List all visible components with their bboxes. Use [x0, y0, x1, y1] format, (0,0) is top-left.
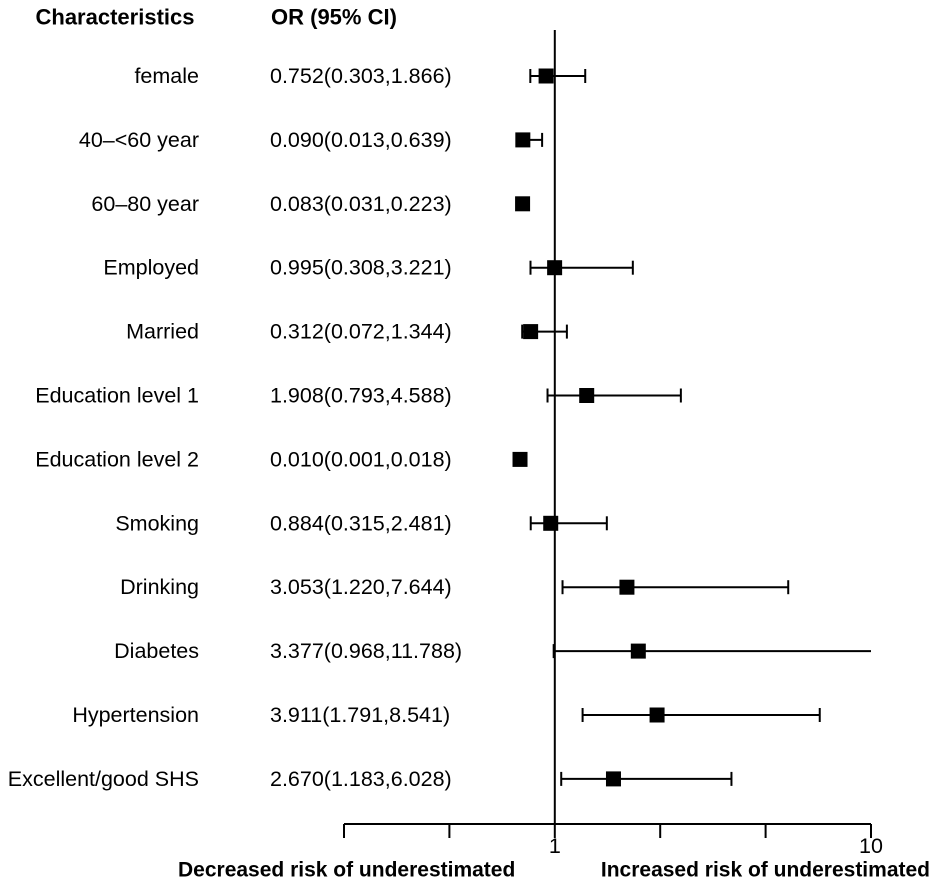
row-or-ci-text: 0.090(0.013,0.639) — [270, 128, 452, 152]
row-or-ci-text: 3.911(1.791,8.541) — [270, 703, 450, 727]
row-label: Smoking — [115, 511, 199, 535]
row-label: Employed — [103, 256, 199, 280]
forest-row: Education level 2 0.010(0.001,0.018) — [35, 447, 528, 471]
forest-row: Hypertension 3.911(1.791,8.541) — [72, 703, 821, 727]
forest-row: Employed 0.995(0.308,3.221) — [103, 256, 634, 280]
column-header-characteristics: Characteristics — [36, 5, 195, 30]
forest-row: Education level 1 1.908(0.793,4.588) — [35, 384, 682, 408]
or-point-marker — [579, 388, 595, 403]
forest-row: Diabetes 3.377(0.968,11.788) — [114, 639, 871, 663]
or-point-marker — [523, 324, 539, 340]
row-or-ci-text: 1.908(0.793,4.588) — [270, 384, 452, 408]
forest-row: 60–80 year 0.083(0.031,0.223) — [91, 192, 531, 216]
or-point-marker — [630, 643, 646, 659]
row-label: 40–<60 year — [79, 128, 199, 152]
row-label: female — [134, 64, 199, 88]
or-point-marker — [547, 260, 563, 276]
x-tick-label: 10 — [859, 834, 883, 858]
row-label: Drinking — [120, 575, 199, 599]
forest-row: Excellent/good SHS 2.670(1.183,6.028) — [8, 767, 733, 791]
row-label: Education level 2 — [35, 447, 199, 471]
row-or-ci-text: 0.752(0.303,1.866) — [270, 64, 452, 88]
forest-row: 40–<60 year 0.090(0.013,0.639) — [79, 128, 544, 152]
or-point-marker — [619, 579, 635, 595]
forest-row: Married 0.312(0.072,1.344) — [126, 320, 568, 344]
or-point-marker — [605, 771, 621, 787]
row-or-ci-text: 3.377(0.968,11.788) — [270, 639, 462, 663]
or-point-marker — [515, 132, 531, 148]
row-or-ci-text: 0.884(0.315,2.481) — [270, 511, 452, 535]
forest-row: Drinking 3.053(1.220,7.644) — [120, 575, 790, 599]
row-label: Diabetes — [114, 639, 199, 663]
x-label-increased-risk: Increased risk of underestimated — [601, 859, 930, 882]
or-point-marker — [649, 707, 665, 723]
or-point-marker — [515, 196, 531, 212]
row-label: Married — [126, 320, 199, 344]
row-or-ci-text: 0.995(0.308,3.221) — [270, 256, 452, 280]
row-or-ci-text: 0.312(0.072,1.344) — [270, 320, 452, 344]
or-point-marker — [543, 515, 559, 531]
forest-row: Smoking 0.884(0.315,2.481) — [115, 511, 608, 535]
row-label: 60–80 year — [91, 192, 199, 216]
x-label-decreased-risk: Decreased risk of underestimated — [178, 859, 515, 882]
forest-rows: female 0.752(0.303,1.866) 40–<60 year 0.090… — [8, 64, 871, 791]
row-or-ci-text: 2.670(1.183,6.028) — [270, 767, 452, 791]
row-label: Hypertension — [72, 703, 199, 727]
row-label: Excellent/good SHS — [8, 767, 199, 791]
x-tick-label: 1 — [549, 834, 561, 858]
column-header-or-ci: OR (95% CI) — [271, 5, 397, 30]
row-or-ci-text: 3.053(1.220,7.644) — [270, 575, 452, 599]
forest-row: female 0.752(0.303,1.866) — [134, 64, 587, 88]
or-point-marker — [512, 451, 528, 467]
row-label: Education level 1 — [35, 384, 199, 408]
x-axis: 1 10 — [343, 823, 883, 858]
row-or-ci-text: 0.010(0.001,0.018) — [270, 447, 452, 471]
or-point-marker — [538, 68, 554, 84]
row-or-ci-text: 0.083(0.031,0.223) — [270, 192, 452, 216]
